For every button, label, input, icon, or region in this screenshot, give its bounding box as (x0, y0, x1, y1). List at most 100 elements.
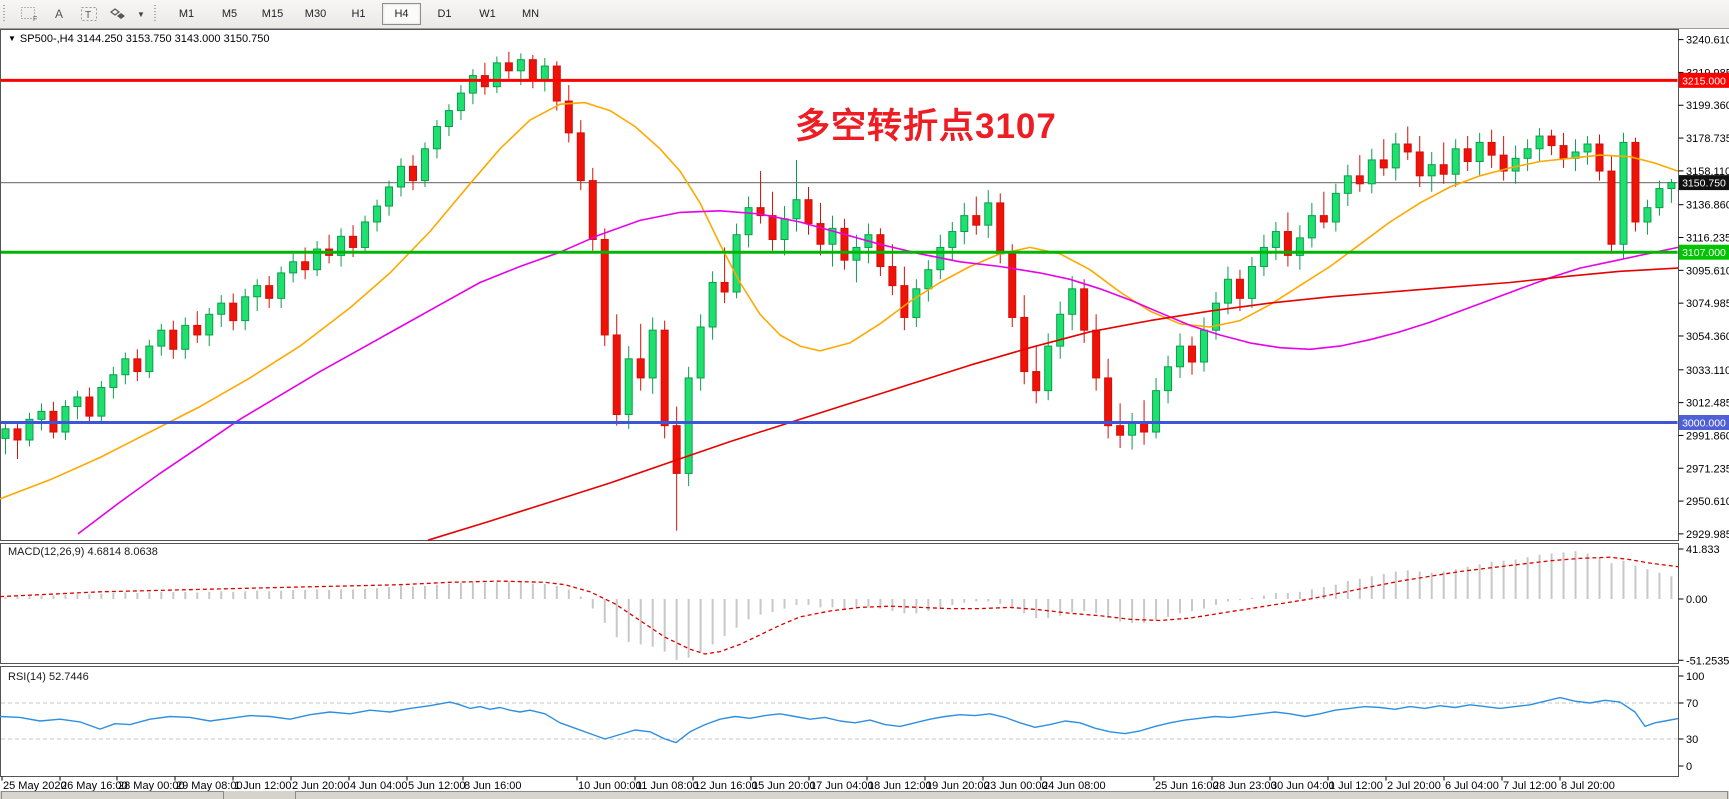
candle-body (1319, 215, 1328, 223)
candle-body (85, 396, 94, 417)
candle-body (1259, 246, 1268, 268)
candle-body (1667, 182, 1676, 190)
toolbar-drag-handle[interactable] (3, 5, 7, 23)
timeframe-button-d1[interactable]: D1 (437, 8, 452, 20)
candle-body (756, 207, 765, 217)
candle-body (732, 234, 741, 293)
macd-tick-label: 41.833 (1686, 544, 1720, 556)
candle-body (816, 223, 825, 245)
timeframe-button-h1[interactable]: H1 (351, 8, 366, 20)
candle-body (432, 126, 441, 150)
bottom-scroll-strip[interactable] (0, 791, 1729, 799)
candle-body (1080, 288, 1089, 331)
timeframe-button-h4[interactable]: H4 (382, 3, 421, 25)
candle-body (241, 296, 250, 322)
candle-body (1403, 143, 1412, 153)
candle-body (277, 272, 286, 299)
bottom-strip-segment[interactable] (1, 791, 224, 799)
macd-panel: 41.833 0.00 -51.2535 (0, 544, 1729, 667)
candle-body (888, 266, 897, 287)
candle-body (528, 59, 537, 81)
candle-body (600, 238, 609, 336)
timeframe-button-mn[interactable]: MN (521, 8, 540, 20)
candle-body (133, 358, 142, 373)
rsi-tick-label: 70 (1686, 698, 1698, 710)
candle-body (1176, 345, 1185, 368)
candles-layer (1, 51, 1676, 531)
candle-body (313, 248, 322, 271)
time-tick-label: 1 Jul 12:00 (1329, 780, 1383, 792)
rsi-tick-label: 30 (1686, 734, 1698, 746)
price-axis[interactable]: 3240.6103219.9853199.3603178.7353158.110… (1678, 35, 1729, 541)
candle-body (624, 358, 633, 416)
price-tick-label: 3240.610 (1686, 35, 1729, 47)
candle-body (1511, 157, 1520, 172)
candle-body (696, 326, 705, 379)
candle-body (121, 358, 130, 376)
candle-body (984, 202, 993, 226)
timeframe-button-m15[interactable]: M15 (261, 8, 284, 20)
time-tick-label: 15 Jun 20:00 (752, 780, 816, 792)
macd-tick-label: -51.2535 (1686, 655, 1729, 667)
time-tick-label: 23 Jun 00:00 (984, 780, 1048, 792)
candle-body (193, 324, 202, 336)
candle-body (109, 374, 118, 388)
bottom-strip-segment[interactable] (295, 791, 1728, 799)
dotted-grid-f-icon[interactable]: F (15, 2, 43, 26)
candle-body (1307, 215, 1316, 239)
candle-body (744, 207, 753, 236)
candle-body (912, 288, 921, 318)
candle-body (1223, 278, 1232, 304)
price-tick-label: 3074.985 (1686, 298, 1729, 310)
timeframe-button-m30[interactable]: M30 (304, 8, 327, 20)
price-tick-label: 2991.860 (1686, 430, 1729, 442)
candle-body (636, 358, 645, 379)
candle-body (1200, 329, 1208, 363)
candle-body (576, 132, 585, 182)
candle-body (972, 215, 981, 226)
candle-body (1271, 231, 1280, 248)
time-tick-label: 18 Jun 12:00 (868, 780, 932, 792)
candle-body (1104, 377, 1113, 427)
time-tick-label: 25 May 2020 (3, 780, 67, 792)
candle-body (828, 227, 837, 245)
rsi-panel: 100 70 30 0 (0, 671, 1704, 773)
candle-body (373, 205, 382, 223)
text-box-icon[interactable]: T (75, 2, 103, 26)
price-tick-label: 2929.985 (1686, 529, 1729, 541)
candle-body (1247, 266, 1256, 299)
candle-body (876, 234, 885, 268)
timeframe-button-w1[interactable]: W1 (479, 8, 496, 20)
candle-body (157, 329, 166, 347)
time-tick-label: 28 May 00:00 (118, 780, 185, 792)
candle-body (349, 235, 358, 248)
candle-body (301, 261, 310, 271)
candle-body (780, 218, 789, 240)
candle-body (852, 246, 861, 261)
candle-body (420, 148, 429, 182)
candle-body (1415, 151, 1424, 177)
price-tick-label: 3054.360 (1686, 331, 1729, 343)
shapes-icon[interactable] (105, 2, 133, 26)
candle-body (1056, 313, 1065, 347)
candle-body (1655, 188, 1664, 209)
price-tick-label: 3158.110 (1686, 166, 1729, 178)
candle-body (1439, 164, 1448, 175)
time-tick-label: 19 Jun 20:00 (926, 780, 990, 792)
timeframe-button-m5[interactable]: M5 (221, 8, 238, 20)
candle-body (444, 110, 453, 128)
time-tick-label: 10 Jun 00:00 (578, 780, 642, 792)
candle-body (1032, 371, 1041, 392)
candle-body (1475, 141, 1484, 163)
shapes-dropdown-caret[interactable]: ▼ (137, 9, 145, 19)
svg-text:T: T (85, 10, 91, 21)
price-badge-label: 3000.000 (1682, 417, 1726, 429)
price-tick-label: 3033.110 (1686, 365, 1729, 377)
candle-body (1463, 148, 1472, 163)
timeframe-button-m1[interactable]: M1 (178, 8, 195, 20)
text-a-icon[interactable]: A (45, 2, 73, 26)
toolbar-drag-handle[interactable] (154, 5, 158, 23)
candle-body (660, 329, 669, 427)
